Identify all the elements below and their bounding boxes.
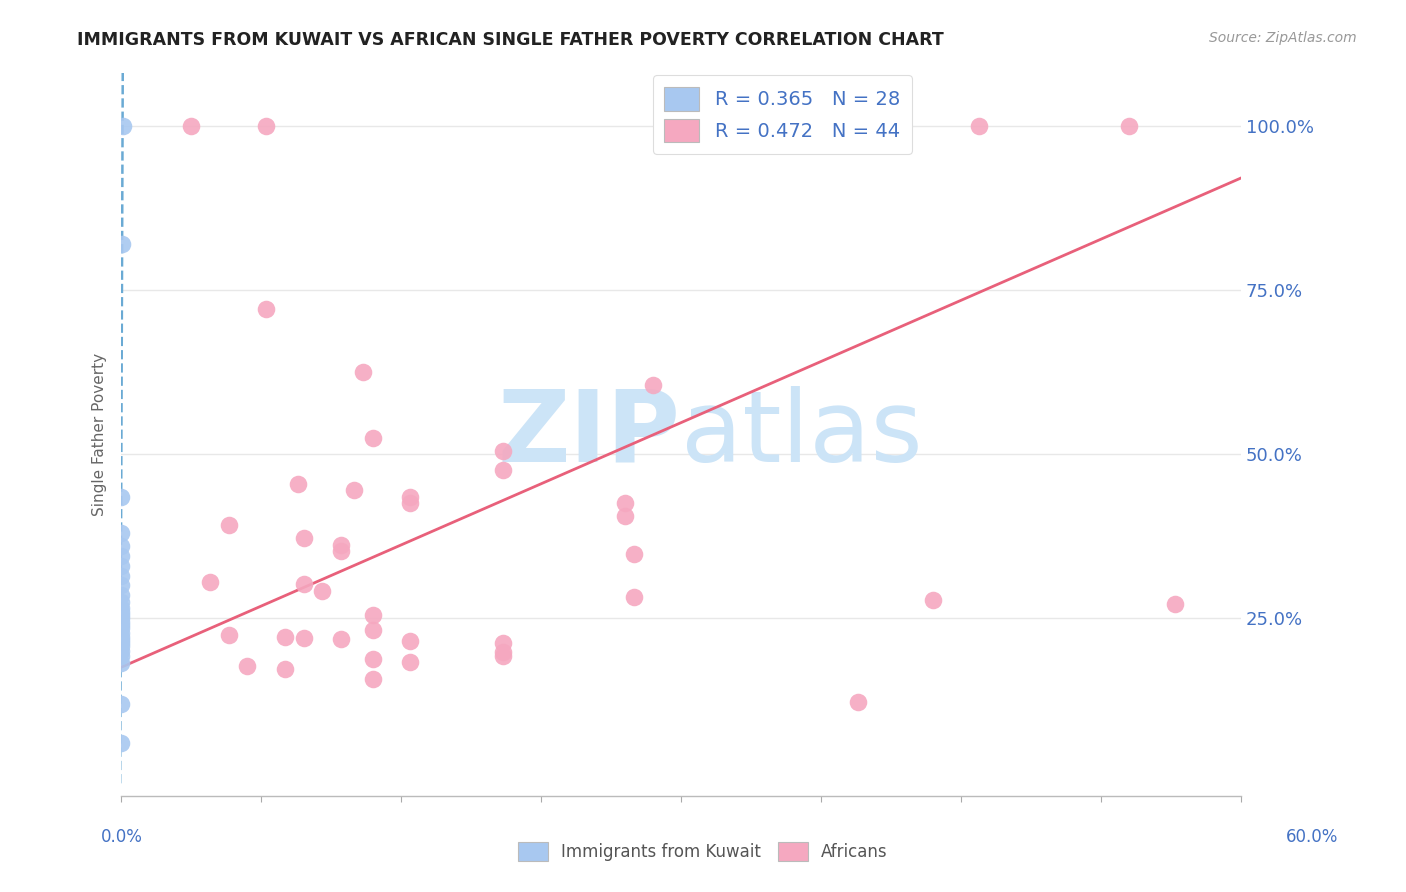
Point	[218, 628, 240, 642]
Point	[623, 591, 645, 605]
Point	[198, 575, 221, 590]
Point	[110, 595, 132, 609]
Point	[361, 623, 384, 637]
Point	[110, 736, 132, 750]
Point	[492, 635, 515, 649]
Point	[110, 607, 132, 622]
Point	[110, 578, 132, 592]
Point	[921, 592, 943, 607]
Point	[492, 463, 515, 477]
Point	[110, 611, 132, 625]
Point	[613, 509, 636, 524]
Point	[110, 617, 132, 632]
Point	[254, 119, 277, 133]
Point	[274, 630, 297, 644]
Point	[110, 632, 132, 647]
Point	[613, 496, 636, 510]
Point	[969, 119, 991, 133]
Point	[110, 656, 132, 670]
Point	[110, 625, 132, 640]
Point	[329, 632, 352, 647]
Point	[311, 583, 333, 598]
Point	[292, 531, 315, 545]
Point	[292, 577, 315, 591]
Text: IMMIGRANTS FROM KUWAIT VS AFRICAN SINGLE FATHER POVERTY CORRELATION CHART: IMMIGRANTS FROM KUWAIT VS AFRICAN SINGLE…	[77, 31, 943, 49]
Point	[361, 431, 384, 445]
Point	[236, 658, 259, 673]
Point	[292, 631, 315, 645]
Point	[110, 640, 132, 654]
Point	[287, 476, 309, 491]
Point	[110, 490, 132, 504]
Text: ZIP: ZIP	[498, 386, 681, 483]
Point	[110, 636, 132, 650]
Text: atlas: atlas	[681, 386, 922, 483]
Point	[361, 672, 384, 686]
Point	[110, 644, 132, 658]
Text: 60.0%: 60.0%	[1286, 828, 1339, 846]
Point	[218, 518, 240, 533]
Point	[361, 652, 384, 666]
Point	[110, 549, 132, 563]
Point	[274, 663, 297, 677]
Point	[352, 365, 374, 379]
Point	[399, 634, 422, 648]
Point	[110, 539, 132, 553]
Point	[343, 483, 366, 497]
Point	[110, 558, 132, 573]
Point	[399, 655, 422, 669]
Point	[180, 119, 202, 133]
Point	[110, 697, 132, 711]
Point	[641, 378, 664, 392]
Point	[623, 547, 645, 561]
Point	[846, 695, 869, 709]
Y-axis label: Single Father Poverty: Single Father Poverty	[93, 352, 107, 516]
Point	[110, 601, 132, 615]
Text: 0.0%: 0.0%	[101, 828, 143, 846]
Legend: R = 0.365   N = 28, R = 0.472   N = 44: R = 0.365 N = 28, R = 0.472 N = 44	[652, 76, 912, 154]
Point	[110, 621, 132, 635]
Point	[110, 588, 132, 602]
Point	[492, 443, 515, 458]
Point	[361, 607, 384, 622]
Point	[399, 496, 422, 510]
Text: Source: ZipAtlas.com: Source: ZipAtlas.com	[1209, 31, 1357, 45]
Legend: Immigrants from Kuwait, Africans: Immigrants from Kuwait, Africans	[512, 835, 894, 868]
Point	[110, 605, 132, 619]
Point	[329, 544, 352, 558]
Point	[329, 538, 352, 552]
Point	[1118, 119, 1140, 133]
Point	[111, 236, 134, 251]
Point	[254, 302, 277, 317]
Point	[111, 119, 134, 133]
Point	[110, 568, 132, 582]
Point	[110, 630, 132, 644]
Point	[492, 645, 515, 659]
Point	[399, 490, 422, 504]
Point	[110, 525, 132, 540]
Point	[110, 649, 132, 664]
Point	[110, 615, 132, 629]
Point	[1164, 597, 1187, 611]
Point	[492, 649, 515, 664]
